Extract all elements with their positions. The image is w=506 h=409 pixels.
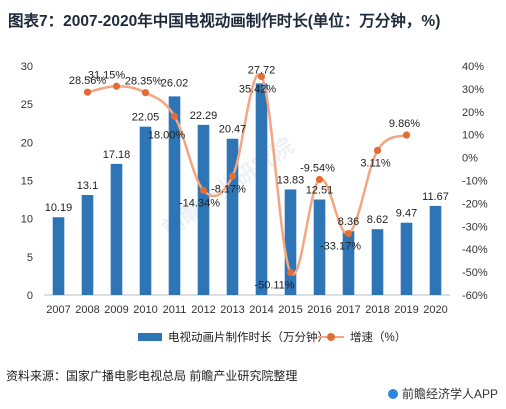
growth-value-label: -33.17% (320, 241, 361, 253)
bar (429, 205, 442, 295)
bar (52, 217, 65, 295)
bar-value-label: 10.19 (45, 202, 73, 214)
chart-title: 图表7：2007-2020年中国电视动画制作时长(单位：万分钟，%) (8, 13, 441, 30)
legend-item-bar: 电视动画片制作时长（万分钟） (138, 329, 329, 345)
brand: 前瞻经济学人APP (387, 385, 498, 402)
growth-marker (344, 229, 353, 238)
bar (81, 195, 94, 295)
legend-bar-label: 电视动画片制作时长（万分钟） (168, 332, 329, 344)
growth-value-label: -50.11% (254, 279, 294, 291)
x-axis-tick-label: 2019 (394, 304, 418, 316)
x-axis-tick-label: 2011 (163, 304, 187, 316)
right-axis-tick-label: -20% (462, 198, 488, 210)
growth-marker (257, 72, 266, 81)
left-axis-tick-label: 25 (21, 99, 33, 111)
bar-value-label: 8.36 (338, 216, 359, 228)
bar-value-label: 13.83 (277, 174, 305, 186)
growth-marker (286, 268, 295, 276)
growth-value-label: 18.00% (148, 129, 186, 141)
x-axis-tick-label: 2017 (336, 304, 360, 316)
legend-bar-swatch (138, 333, 162, 341)
growth-marker (199, 186, 208, 195)
growth-marker (170, 112, 179, 120)
brand-logo-icon (387, 388, 398, 399)
bar-value-label: 8.62 (367, 214, 388, 226)
bar-value-label: 17.18 (103, 149, 131, 161)
bar-value-label: 11.67 (422, 191, 449, 203)
right-axis-tick-label: 40% (462, 61, 484, 73)
right-axis-tick-label: -10% (462, 176, 488, 188)
growth-value-label: 28.35% (125, 76, 163, 88)
growth-marker (83, 88, 92, 96)
left-axis-tick-label: 30 (21, 61, 33, 73)
x-axis-tick-label: 2009 (104, 304, 128, 316)
x-axis-tick-label: 2015 (278, 304, 302, 316)
growth-value-label: -9.54% (300, 162, 335, 174)
right-axis-tick-label: -60% (462, 290, 488, 302)
left-axis-tick-label: 10 (21, 214, 33, 226)
legend: 电视动画片制作时长（万分钟） 增速（%） (0, 329, 506, 349)
growth-marker (402, 131, 411, 139)
growth-marker (112, 82, 121, 90)
bar (255, 83, 268, 296)
bar-value-label: 22.29 (190, 110, 218, 122)
x-axis-tick-label: 2007 (46, 304, 70, 316)
bar (226, 138, 239, 295)
bar (139, 126, 152, 295)
right-axis-tick-label: 30% (462, 84, 484, 96)
legend-item-line: 增速（%） (318, 329, 406, 345)
legend-line-swatch (318, 332, 344, 342)
brand-label: 前瞻经济学人APP (401, 387, 498, 401)
right-axis-tick-label: 20% (462, 107, 484, 119)
x-axis-tick-label: 2018 (365, 304, 389, 316)
right-axis-tick-label: -30% (462, 221, 488, 233)
x-axis-tick-label: 2008 (75, 304, 99, 316)
growth-marker (373, 146, 382, 155)
bar-value-label: 20.47 (219, 124, 247, 136)
growth-value-label: -14.34% (179, 197, 220, 209)
growth-marker (141, 89, 150, 97)
bar (371, 229, 384, 295)
growth-value-label: 35.42% (239, 83, 277, 95)
bar-value-label: 12.51 (306, 185, 334, 197)
legend-line-label: 增速（%） (350, 332, 407, 344)
chart-canvas: 0 5 10 15 20 25 30 40% 30% 20% 10% 0% -10% -20% -30% -4… (21, 61, 488, 316)
bar-value-label: 26.02 (161, 77, 189, 89)
bar (313, 199, 326, 295)
bar-value-label: 22.05 (132, 112, 160, 124)
right-axis-tick-label: 10% (462, 130, 484, 142)
growth-value-label: 9.86% (389, 118, 420, 130)
bar (284, 189, 297, 295)
growth-marker (228, 172, 237, 180)
bar (342, 231, 355, 295)
right-axis-tick-label: 0% (462, 153, 478, 165)
x-axis-tick-label: 2013 (220, 304, 244, 316)
bar (168, 96, 181, 295)
bar-value-label: 13.1 (77, 180, 98, 192)
growth-value-label: 3.11% (360, 157, 391, 169)
x-axis-tick-label: 2010 (133, 304, 157, 316)
right-axis-tick-label: -50% (462, 267, 488, 279)
left-axis-tick-label: 15 (21, 176, 33, 188)
bar (400, 222, 413, 295)
x-axis-tick-label: 2014 (249, 304, 273, 316)
x-axis-tick-label: 2020 (423, 304, 447, 316)
left-axis-tick-label: 5 (27, 252, 33, 264)
bar-value-label: 9.47 (396, 208, 417, 220)
x-axis-tick-label: 2016 (307, 304, 331, 316)
growth-value-label: 28.56% (69, 75, 107, 87)
growth-marker (315, 175, 324, 184)
growth-value-label: -8.17% (211, 183, 246, 195)
bar-value-label: 27.72 (248, 64, 276, 76)
source-note: 资料来源：国家广播电影电视总局 前瞻产业研究院整理 (6, 369, 298, 383)
bar (110, 163, 123, 295)
growth-value-label: 31.15% (88, 69, 126, 81)
left-axis-tick-label: 20 (21, 137, 33, 149)
right-axis-tick-label: -40% (462, 244, 488, 256)
left-axis-tick-label: 0 (27, 290, 33, 302)
bar (197, 124, 210, 295)
x-axis-tick-label: 2012 (191, 304, 215, 316)
